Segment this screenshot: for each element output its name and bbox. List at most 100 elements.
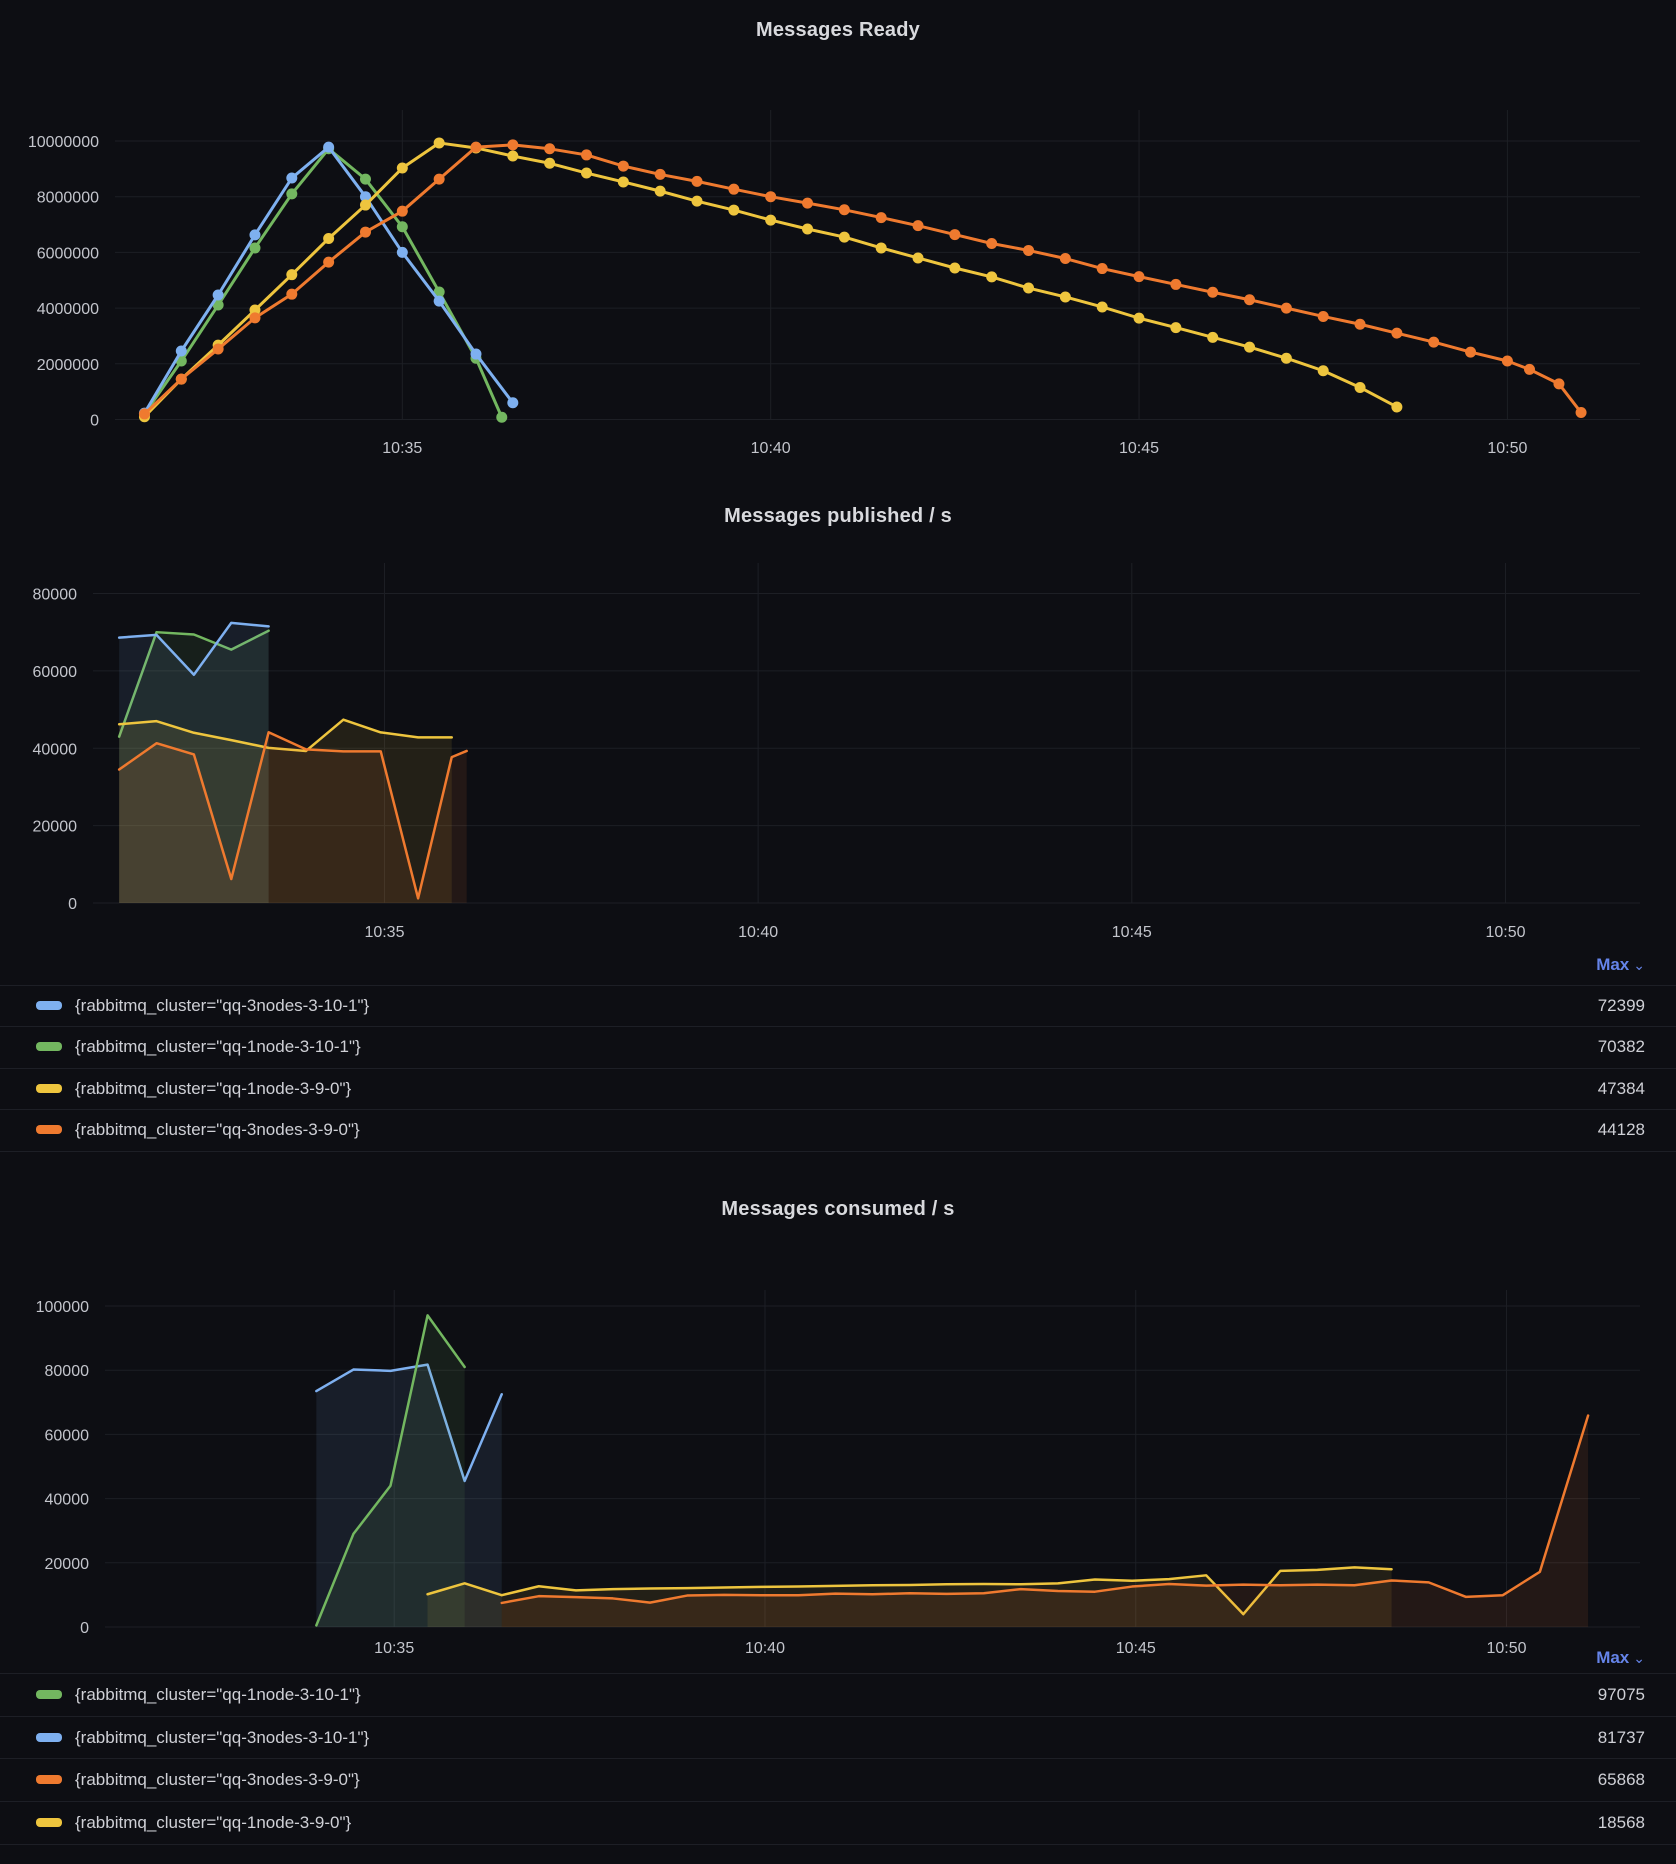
series-point[interactable] (433, 295, 445, 307)
series-color-swatch[interactable] (36, 1125, 62, 1135)
series-point[interactable] (728, 183, 740, 195)
series-line[interactable] (500, 1414, 1590, 1605)
series-point[interactable] (249, 242, 261, 254)
series-point[interactable] (507, 397, 519, 409)
series-point[interactable] (286, 269, 298, 281)
series-point[interactable] (359, 199, 371, 211)
series-point[interactable] (580, 149, 592, 161)
series-point[interactable] (470, 348, 482, 360)
series-point[interactable] (1096, 301, 1108, 313)
series-point[interactable] (1428, 336, 1440, 348)
series-point[interactable] (470, 141, 482, 153)
series-point[interactable] (175, 373, 187, 385)
series-point[interactable] (544, 157, 556, 169)
series-point[interactable] (396, 205, 408, 217)
legend-sort-max-consumed[interactable]: Max ⌄ (1596, 1648, 1645, 1667)
series-line[interactable] (426, 1566, 1393, 1616)
legend-sort-max-published[interactable]: Max ⌄ (1596, 955, 1645, 974)
series-point[interactable] (433, 137, 445, 149)
series-point[interactable] (544, 143, 556, 155)
series-point[interactable] (1575, 407, 1587, 419)
series-point[interactable] (323, 232, 335, 244)
series-line[interactable] (142, 143, 1583, 416)
series-point[interactable] (691, 175, 703, 187)
series-point[interactable] (765, 214, 777, 226)
legend-row[interactable]: {rabbitmq_cluster="qq-3nodes-3-10-1"} 817… (0, 1715, 1676, 1759)
series-point[interactable] (433, 173, 445, 185)
series-color-swatch[interactable] (36, 1775, 62, 1785)
series-point[interactable] (359, 191, 371, 203)
messages-ready-chart[interactable]: 0 2000000 4000000 6000000 8000000 10000000 10:… (0, 50, 1676, 480)
series-line[interactable] (315, 1363, 503, 1483)
series-point[interactable] (1317, 365, 1329, 377)
series-point[interactable] (496, 411, 508, 423)
series-point[interactable] (212, 343, 224, 355)
series-color-swatch[interactable] (36, 1818, 62, 1828)
series-point[interactable] (1244, 294, 1256, 306)
series-point[interactable] (1059, 291, 1071, 303)
series-color-swatch[interactable] (36, 1083, 62, 1093)
series-point[interactable] (138, 408, 150, 420)
messages-published-chart[interactable]: 0 20000 40000 60000 80000 10:35 10:40 10:45 10:5… (0, 540, 1676, 950)
series-color-swatch[interactable] (36, 1001, 62, 1011)
series-point[interactable] (875, 242, 887, 254)
series-point[interactable] (654, 168, 666, 180)
series-point[interactable] (359, 173, 371, 185)
legend-label[interactable]: {rabbitmq_cluster="qq-1node-3-10-1"} (75, 1685, 361, 1704)
series-point[interactable] (802, 223, 814, 235)
series-point[interactable] (1023, 282, 1035, 294)
series-point[interactable] (728, 204, 740, 216)
series-point[interactable] (1207, 286, 1219, 298)
legend-label[interactable]: {rabbitmq_cluster="qq-3nodes-3-10-1"} (75, 1727, 370, 1747)
series-point[interactable] (1465, 346, 1477, 358)
series-point[interactable] (654, 185, 666, 197)
legend-row[interactable]: {rabbitmq_cluster="qq-1node-3-9-0"} 47384 (0, 1067, 1676, 1109)
series-point[interactable] (912, 252, 924, 264)
series-point[interactable] (1553, 378, 1565, 390)
legend-row[interactable]: {rabbitmq_cluster="qq-3nodes-3-9-0"} 6586… (0, 1758, 1676, 1801)
legend-label[interactable]: {rabbitmq_cluster="qq-1node-3-10-1"} (75, 1037, 361, 1057)
series-point[interactable] (396, 246, 408, 258)
series-point[interactable] (1354, 318, 1366, 330)
legend-row[interactable]: {rabbitmq_cluster="qq-1node-3-9-0"} 18568 (0, 1801, 1676, 1844)
series-color-swatch[interactable] (36, 1690, 62, 1700)
series-point[interactable] (986, 237, 998, 249)
legend-label[interactable]: {rabbitmq_cluster="qq-3nodes-3-9-0"} (75, 1770, 360, 1790)
legend-label[interactable]: {rabbitmq_cluster="qq-1node-3-9-0"} (75, 1813, 352, 1833)
series-point[interactable] (949, 229, 961, 241)
legend-row[interactable]: {rabbitmq_cluster="qq-1node-3-10-1"} 9707… (0, 1673, 1676, 1716)
legend-row[interactable]: {rabbitmq_cluster="qq-1node-3-10-1"} 7038… (0, 1026, 1676, 1067)
series-line[interactable] (142, 147, 504, 419)
series-point[interactable] (433, 286, 445, 298)
series-line[interactable] (117, 731, 468, 900)
series-point[interactable] (1391, 401, 1403, 413)
series-point[interactable] (838, 204, 850, 216)
series-line[interactable] (117, 718, 453, 753)
series-color-swatch[interactable] (36, 1042, 62, 1052)
series-point[interactable] (1354, 381, 1366, 393)
series-point[interactable] (1059, 253, 1071, 265)
series-point[interactable] (802, 197, 814, 209)
legend-label[interactable]: {rabbitmq_cluster="qq-3nodes-3-10-1"} (75, 996, 370, 1015)
series-point[interactable] (1170, 322, 1182, 334)
series-point[interactable] (1280, 302, 1292, 314)
legend-label[interactable]: {rabbitmq_cluster="qq-3nodes-3-9-0"} (75, 1120, 360, 1140)
series-point[interactable] (359, 226, 371, 238)
series-point[interactable] (912, 220, 924, 232)
series-line[interactable] (315, 1314, 466, 1627)
series-point[interactable] (1023, 244, 1035, 256)
legend-row[interactable]: {rabbitmq_cluster="qq-3nodes-3-9-0"} 4412… (0, 1109, 1676, 1150)
series-point[interactable] (1280, 352, 1292, 364)
legend-label[interactable]: {rabbitmq_cluster="qq-1node-3-9-0"} (75, 1078, 352, 1098)
series-point[interactable] (617, 176, 629, 188)
series-point[interactable] (396, 221, 408, 233)
series-point[interactable] (1391, 327, 1403, 339)
series-point[interactable] (1207, 331, 1219, 343)
messages-consumed-chart[interactable]: 0 20000 40000 60000 80000 100000 10:35 10:40 10:… (0, 1270, 1676, 1660)
series-point[interactable] (507, 150, 519, 162)
series-point[interactable] (1096, 263, 1108, 275)
series-point[interactable] (580, 167, 592, 179)
series-point[interactable] (212, 289, 224, 301)
series-point[interactable] (1501, 355, 1513, 367)
series-point[interactable] (1133, 312, 1145, 324)
